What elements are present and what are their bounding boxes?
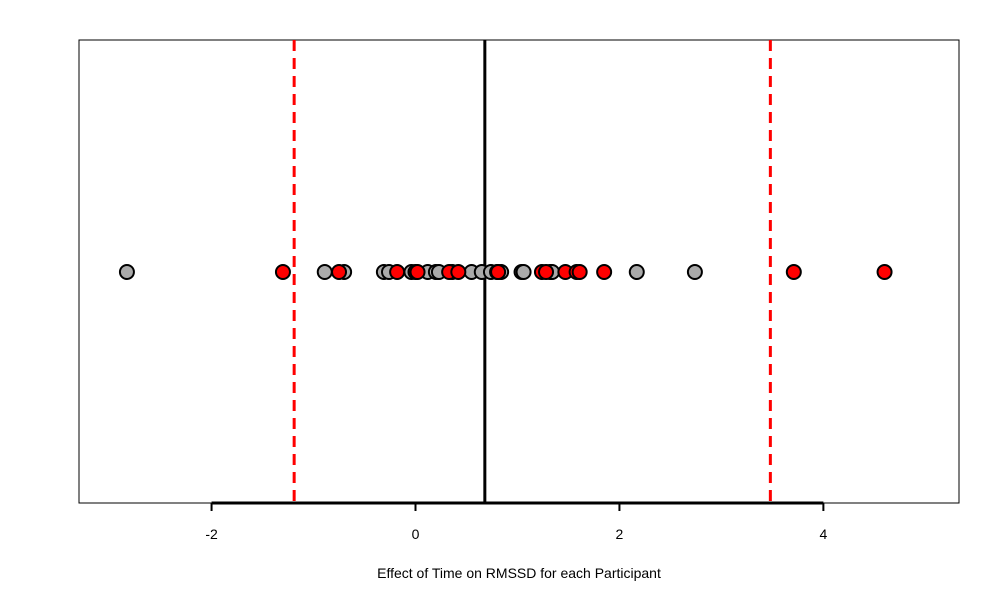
x-tick-label: 0	[412, 526, 420, 542]
data-points	[118, 264, 893, 280]
limit-lines	[292, 40, 772, 503]
x-axis-title: Effect of Time on RMSSD for each Partici…	[377, 565, 661, 581]
data-point	[515, 264, 532, 280]
data-point	[596, 264, 613, 280]
x-tick-label: 4	[819, 526, 827, 542]
x-tick-label: -2	[205, 526, 218, 542]
data-point	[118, 264, 135, 280]
data-point	[274, 264, 291, 280]
data-point	[571, 264, 588, 280]
data-point	[876, 264, 893, 280]
data-point	[538, 264, 555, 280]
data-point	[409, 264, 426, 280]
data-point	[331, 264, 348, 280]
data-point	[490, 264, 507, 280]
x-tick-label: 2	[616, 526, 624, 542]
data-point	[450, 264, 467, 280]
data-point	[686, 264, 703, 280]
x-axis: -2 0 2 4	[205, 501, 827, 542]
data-point	[316, 264, 333, 280]
data-point	[628, 264, 645, 280]
data-point	[389, 264, 406, 280]
data-point	[785, 264, 802, 280]
